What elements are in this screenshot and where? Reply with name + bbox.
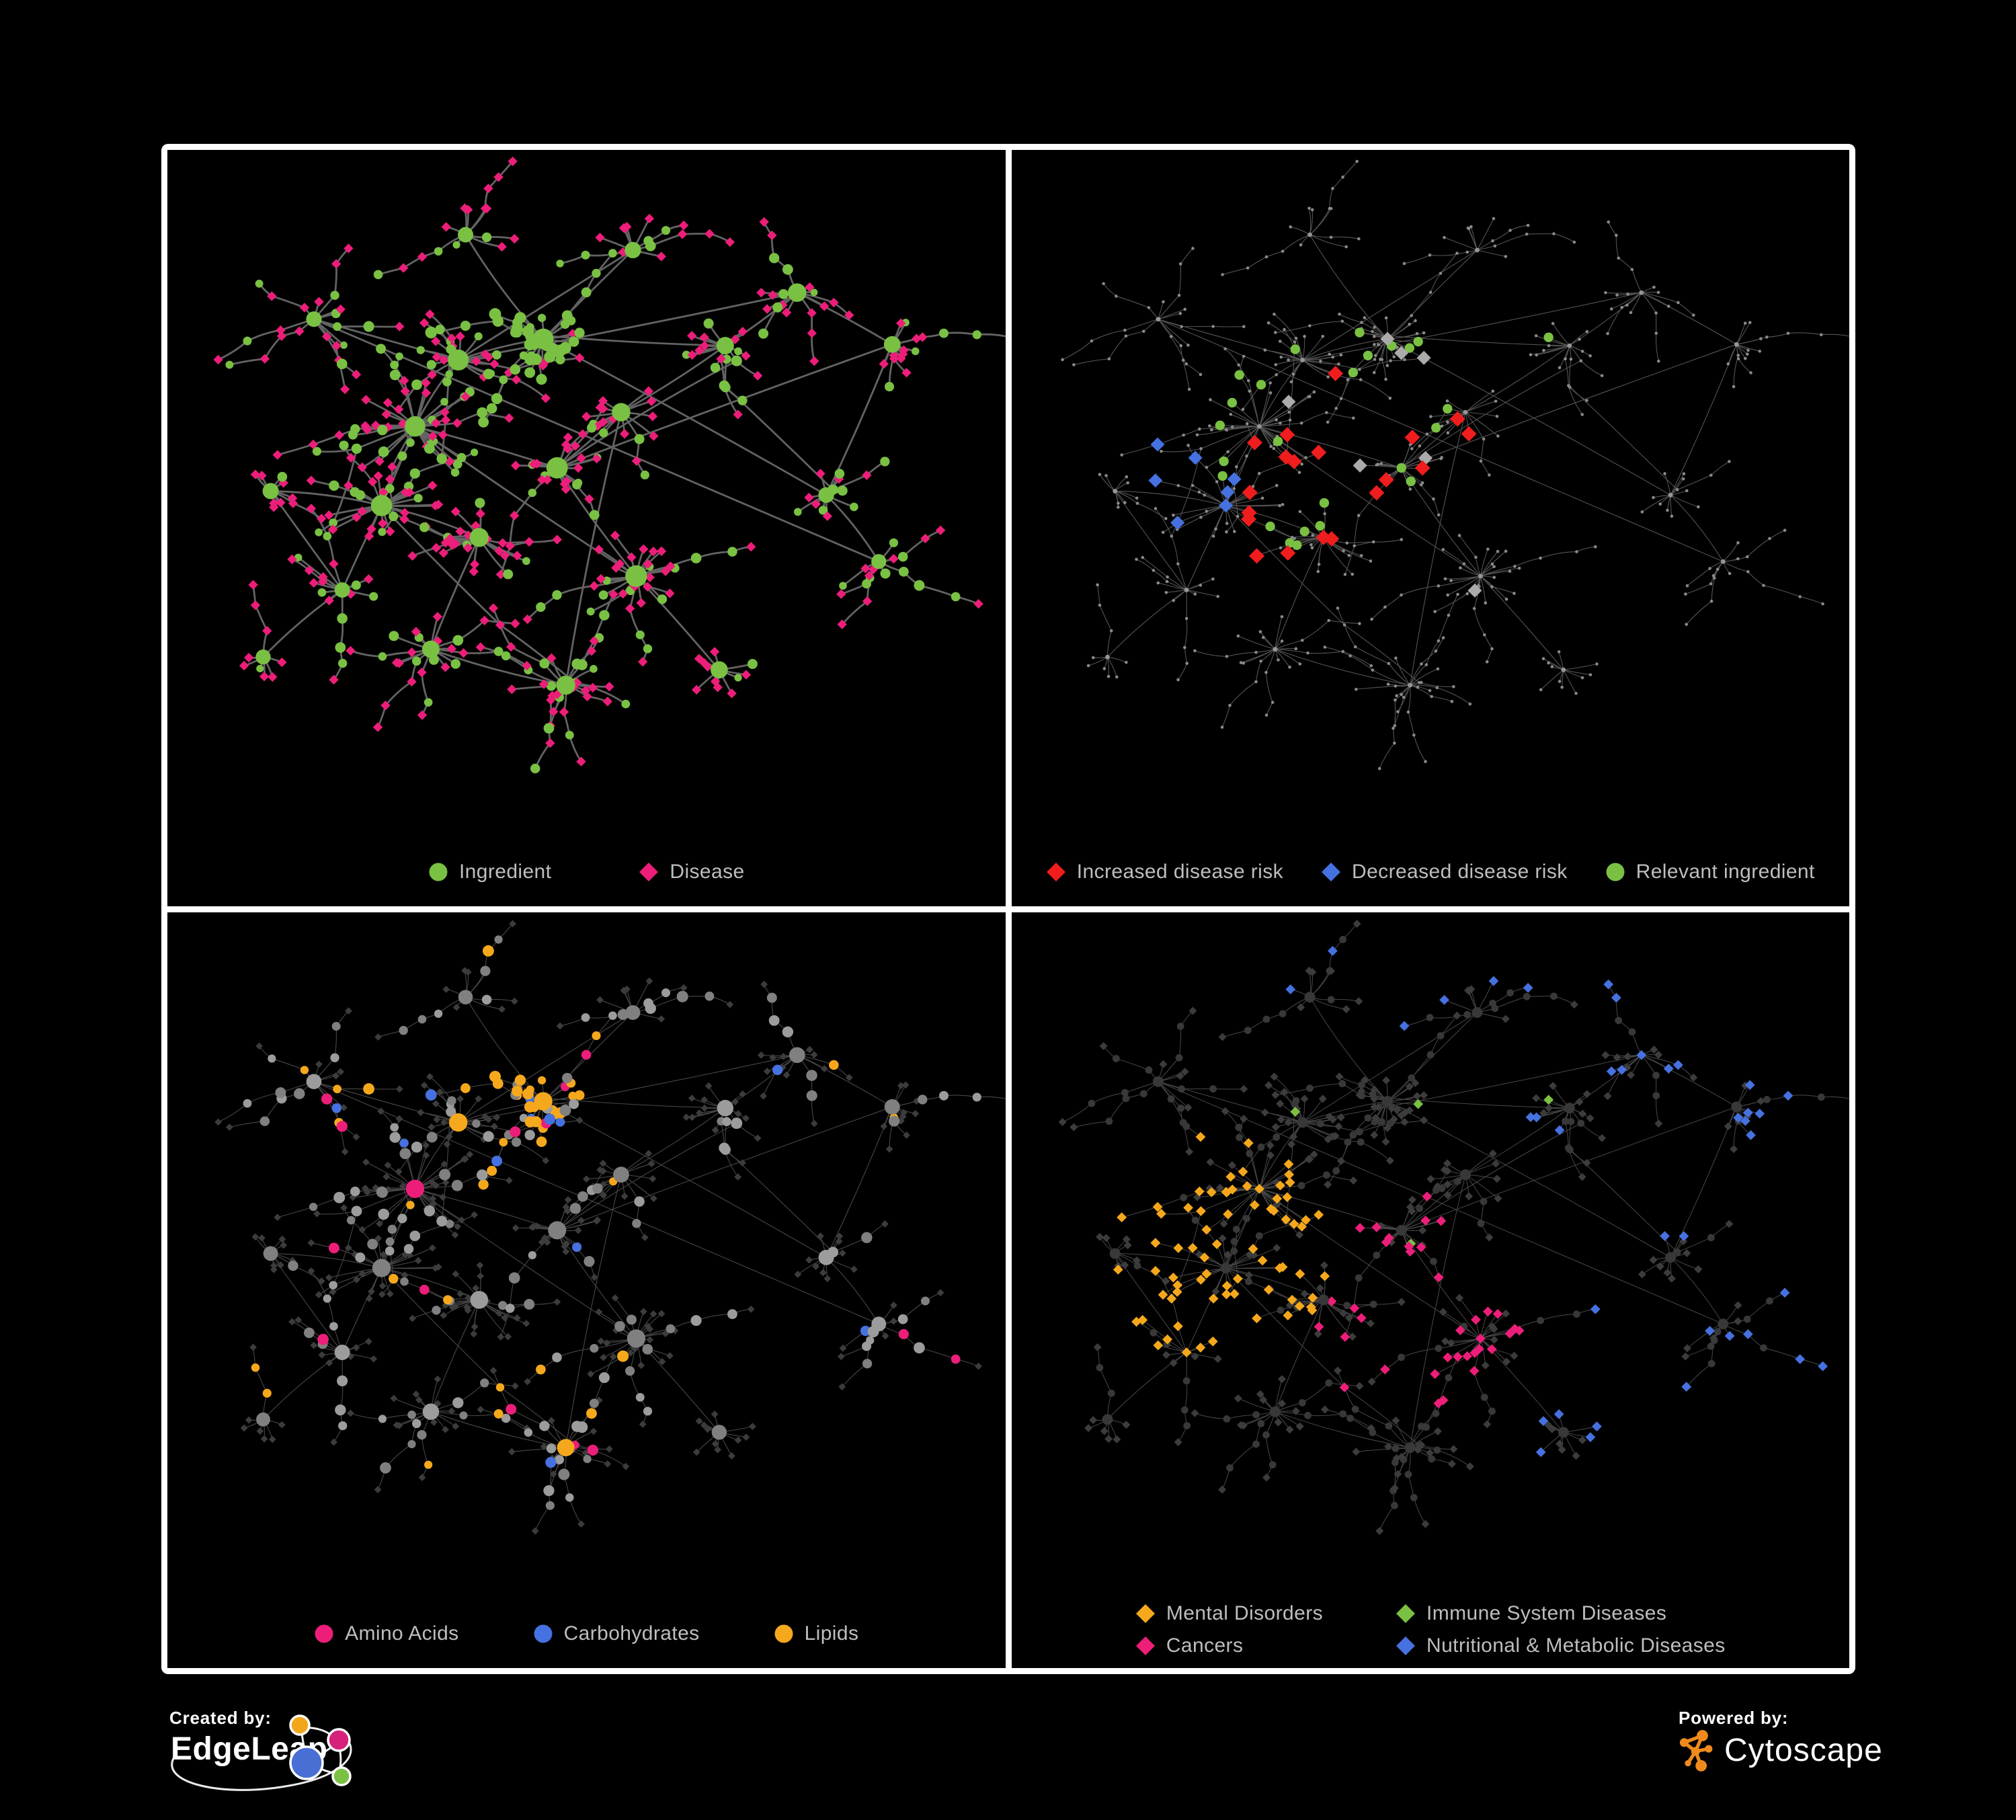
diamond-marker-icon [1046,862,1065,881]
cytoscape-logo-icon [1679,1730,1713,1772]
legend-item: Ingredient [428,861,551,883]
legend-item: Disease [639,861,744,883]
diamond-marker-icon [1135,1636,1155,1655]
diamond-marker-icon [639,862,659,881]
diamond-marker-icon [1322,862,1341,881]
legend-disease-risk: Increased disease risk Decreased disease … [1012,861,1850,883]
legend-nutrient-classes: Amino Acids Carbohydrates Lipids [167,1622,1006,1645]
legend-item: Immune System Diseases [1396,1602,1726,1625]
legend-label: Cancers [1166,1634,1244,1657]
panel-nutrient-classes: Amino Acids Carbohydrates Lipids [167,912,1006,1668]
circle-marker-icon [429,863,448,881]
circle-marker-icon [534,1624,553,1643]
legend-item: Nutritional & Metabolic Diseases [1396,1634,1726,1657]
circle-marker-icon [315,1624,333,1643]
legend-item: Cancers [1135,1634,1323,1657]
legend-disease-categories: Mental Disorders Immune System Diseases Ca… [1012,1602,1850,1657]
network-graph-disease-categories [1058,919,1849,1535]
circle-marker-icon [1606,863,1625,881]
diamond-marker-icon [1396,1636,1415,1655]
network-graph-disease-risk [1060,159,1849,770]
legend-label: Mental Disorders [1166,1602,1323,1624]
legend-item: Relevant ingredient [1605,861,1815,883]
legend-label: Lipids [804,1622,859,1645]
legend-item: Mental Disorders [1135,1602,1323,1625]
legend-label: Decreased disease risk [1352,860,1568,883]
panel-disease-categories: Mental Disorders Immune System Diseases Ca… [1011,912,1850,1668]
legend-item: Lipids [774,1622,859,1645]
legend-item: Amino Acids [314,1622,458,1645]
legend-label: Ingredient [458,860,552,883]
edgeleap-green-node-icon [331,1766,352,1786]
network-graph-ingredient-disease [213,156,1006,774]
legend-item: Increased disease risk [1046,861,1283,883]
circle-marker-icon [774,1624,793,1643]
legend-label: Nutritional & Metabolic Diseases [1426,1634,1726,1657]
diamond-marker-icon [1396,1604,1415,1623]
edgeleap-branding: Created by: EdgeLeap [169,1708,586,1809]
panel-ingredient-disease: Ingredient Disease [167,150,1006,906]
cytoscape-wordmark: Cytoscape [1724,1732,1883,1768]
created-by-label: Created by: [169,1708,272,1728]
legend-item: Carbohydrates [533,1622,700,1645]
legend-label: Amino Acids [345,1622,459,1645]
legend-label: Disease [670,860,745,883]
panel-disease-risk: Increased disease risk Decreased disease … [1011,150,1850,906]
edgeleap-wordmark: EdgeLeap [171,1731,328,1767]
cytoscape-branding: Powered by: Cytoscape [1679,1708,1961,1809]
legend-label: Carbohydrates [563,1622,700,1645]
powered-by-label: Powered by: [1679,1708,1789,1728]
network-graph-nutrient-classes [214,920,1006,1534]
legend-label: Increased disease risk [1076,860,1284,883]
diamond-marker-icon [1135,1604,1155,1623]
legend-ingredient-disease: Ingredient Disease [167,861,1006,883]
legend-label: Relevant ingredient [1636,860,1815,883]
legend-item: Decreased disease risk [1321,861,1568,883]
edgeleap-pink-node-icon [327,1728,351,1752]
four-panel-grid: Ingredient Disease Increased disease risk… [161,144,1855,1674]
legend-label: Immune System Diseases [1426,1602,1667,1624]
